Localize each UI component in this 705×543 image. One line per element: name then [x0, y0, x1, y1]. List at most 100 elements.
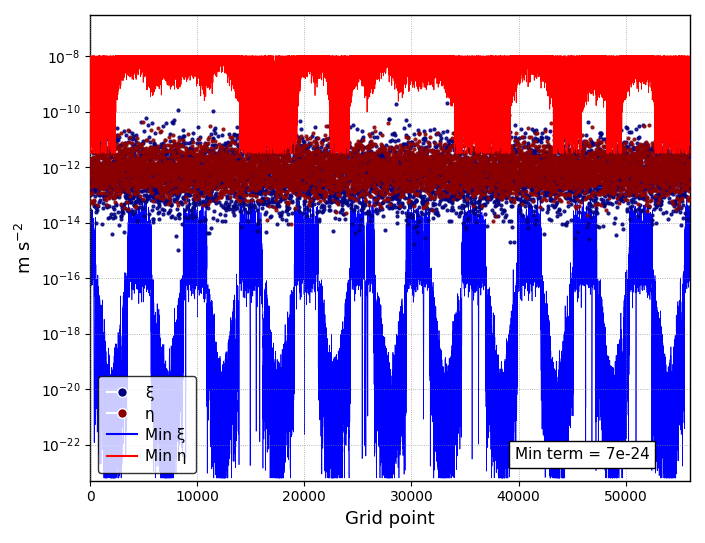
Point [386, 169, 398, 178]
Point [424, 169, 435, 178]
Point [573, 176, 584, 185]
Point [124, 174, 135, 182]
Point [253, 154, 264, 163]
Point [490, 186, 501, 195]
Point [209, 196, 220, 205]
Point [111, 131, 123, 140]
Point [281, 179, 293, 187]
Point [320, 175, 331, 184]
Point [444, 150, 455, 159]
Point [189, 157, 200, 166]
Point [274, 160, 285, 169]
Point [351, 175, 362, 184]
Point [651, 195, 662, 204]
Point [260, 142, 271, 150]
Point [360, 176, 371, 185]
Point [503, 157, 515, 166]
Point [351, 168, 362, 177]
Point [283, 172, 295, 181]
Point [531, 162, 542, 171]
Point [658, 191, 670, 199]
Point [489, 183, 501, 192]
Point [447, 160, 458, 169]
Point [627, 168, 638, 177]
Point [652, 193, 663, 202]
Point [105, 159, 116, 167]
Point [180, 190, 192, 199]
Point [321, 135, 333, 144]
Point [642, 179, 653, 188]
Point [343, 160, 354, 168]
Point [129, 163, 140, 172]
Point [138, 185, 149, 194]
Point [472, 167, 483, 175]
Point [643, 156, 654, 165]
Point [188, 195, 199, 204]
Point [190, 180, 202, 188]
Point [260, 172, 271, 181]
Point [558, 168, 569, 177]
Point [197, 192, 209, 200]
Point [471, 170, 482, 179]
Point [492, 167, 503, 176]
Point [381, 148, 392, 157]
Point [450, 161, 461, 170]
Point [682, 147, 694, 155]
Point [532, 129, 543, 137]
Point [190, 153, 201, 162]
Point [606, 186, 617, 195]
Point [133, 174, 144, 182]
Point [223, 193, 234, 202]
Point [421, 186, 432, 194]
Point [231, 180, 242, 188]
Point [623, 128, 634, 136]
Point [439, 186, 450, 195]
Point [589, 184, 600, 193]
Point [281, 147, 293, 156]
Point [393, 162, 405, 171]
Point [221, 165, 232, 174]
Point [243, 174, 255, 183]
Point [536, 161, 547, 170]
Point [646, 160, 658, 169]
Point [510, 155, 521, 163]
Point [428, 148, 439, 156]
Point [585, 164, 596, 173]
Point [133, 160, 145, 168]
Point [183, 163, 195, 172]
Point [372, 170, 383, 179]
Point [525, 184, 537, 192]
Point [104, 134, 115, 143]
Point [455, 167, 467, 175]
Point [307, 131, 318, 140]
Point [641, 182, 652, 191]
Point [112, 207, 123, 216]
Point [223, 170, 235, 179]
Point [565, 173, 577, 182]
Point [233, 169, 244, 178]
Point [462, 168, 474, 176]
Point [470, 148, 482, 156]
Point [522, 159, 533, 167]
Point [514, 169, 525, 178]
Point [576, 152, 587, 161]
Point [178, 194, 190, 203]
Point [184, 147, 195, 156]
Point [202, 153, 213, 161]
Point [539, 167, 551, 176]
Point [615, 187, 627, 196]
Point [609, 182, 620, 191]
Point [346, 165, 357, 174]
Point [554, 167, 565, 176]
Point [427, 172, 439, 180]
Point [271, 158, 282, 167]
Point [428, 187, 439, 196]
Point [86, 171, 97, 179]
Point [388, 159, 400, 167]
Point [568, 169, 580, 178]
Point [548, 169, 559, 178]
Point [469, 151, 480, 160]
Point [286, 156, 298, 165]
Point [283, 175, 295, 184]
Point [666, 179, 677, 187]
